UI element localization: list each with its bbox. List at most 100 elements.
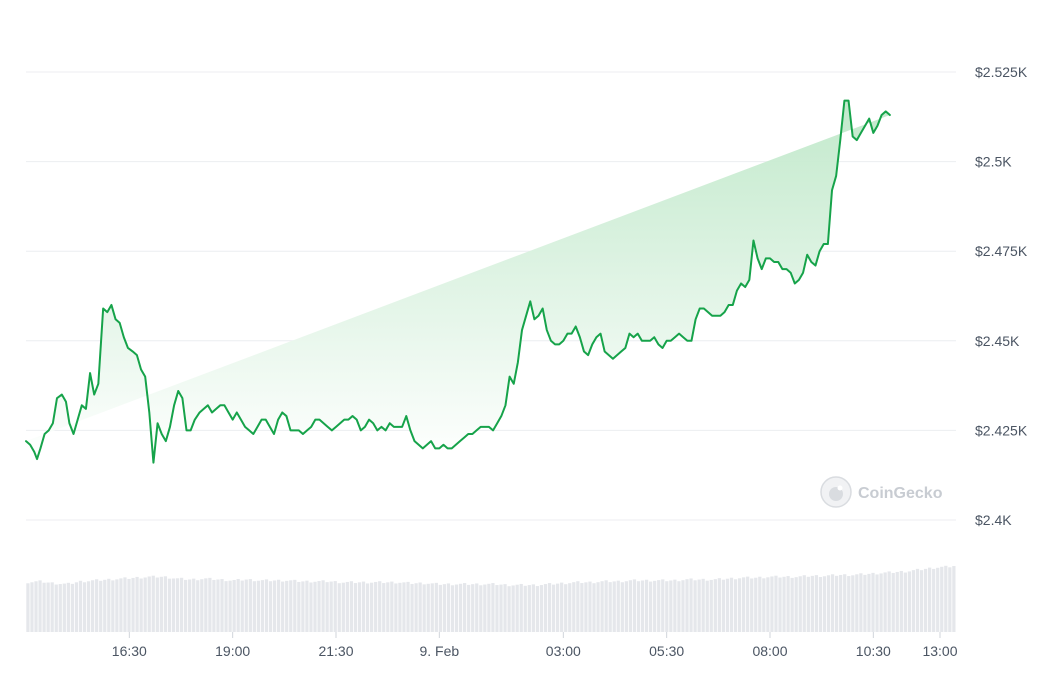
- volume-bar: [268, 581, 273, 632]
- volume-bar: [264, 579, 269, 632]
- volume-bar: [628, 580, 633, 632]
- volume-bar: [887, 571, 891, 632]
- volume-bar: [576, 581, 580, 632]
- volume-bar: [608, 582, 612, 632]
- volume-bar: [903, 572, 907, 632]
- volume-bar: [78, 580, 83, 632]
- volume-bar: [216, 579, 220, 632]
- volume-bar: [640, 580, 645, 632]
- volume-bar: [353, 583, 358, 632]
- volume-bar: [705, 580, 709, 632]
- volume-bar: [281, 581, 285, 632]
- volume-bar: [515, 584, 519, 632]
- volume-bar: [74, 582, 79, 632]
- volume-bar: [378, 581, 382, 632]
- volume-bar: [95, 579, 99, 632]
- volume-bar: [50, 582, 54, 632]
- volume-bar: [289, 580, 293, 632]
- volume-bar: [778, 577, 782, 632]
- volume-bar: [834, 575, 839, 632]
- volume-bar: [725, 578, 730, 632]
- volume-bar: [944, 565, 948, 632]
- volume-bar: [62, 583, 66, 632]
- volume-bar: [661, 579, 665, 632]
- x-tick-label: 08:00: [752, 643, 787, 659]
- volume-bar: [766, 577, 770, 632]
- volume-bar: [394, 583, 398, 632]
- volume-bar: [365, 583, 370, 632]
- price-series-line: [25, 99, 891, 464]
- volume-bar: [442, 584, 447, 632]
- volume-bar: [406, 581, 410, 632]
- volume-bar: [188, 579, 192, 632]
- volume-bar: [305, 580, 309, 632]
- volume-bar: [624, 581, 628, 632]
- volume-bar: [349, 581, 354, 632]
- volume-bar: [653, 580, 657, 632]
- volume-bar: [940, 566, 944, 632]
- volume-bar: [535, 586, 540, 632]
- volume-bar: [430, 583, 434, 632]
- volume-bar: [422, 584, 426, 632]
- volume-bar: [402, 582, 406, 632]
- volume-bar: [475, 583, 479, 632]
- volume-bar: [390, 581, 394, 632]
- x-tick-label: 19:00: [215, 643, 250, 659]
- volume-bar: [414, 583, 418, 632]
- volume-bar: [297, 581, 301, 632]
- volume-bar: [244, 579, 248, 632]
- x-tick-label: 9. Feb: [419, 643, 459, 659]
- volume-bar: [285, 580, 289, 632]
- volume-bar: [256, 580, 261, 632]
- volume-bar: [746, 576, 750, 632]
- volume-bar: [208, 577, 212, 632]
- volume-bar: [446, 583, 451, 632]
- volume-bar: [547, 583, 552, 632]
- volume-bar: [741, 577, 746, 632]
- volume-bar: [899, 570, 903, 632]
- volume-bar: [458, 583, 463, 632]
- volume-bar: [111, 580, 115, 632]
- volume-bar: [879, 573, 883, 632]
- volume-bar: [369, 582, 374, 632]
- volume-bar: [293, 579, 297, 632]
- volume-bar: [386, 582, 390, 632]
- volume-bar: [200, 579, 204, 632]
- volume-bar: [620, 582, 624, 632]
- volume-bar: [794, 577, 798, 632]
- volume-bar: [665, 581, 669, 632]
- volume-bar: [54, 584, 58, 632]
- volume-bar: [551, 584, 556, 632]
- volume-bar: [228, 580, 232, 632]
- volume-bar: [151, 575, 155, 632]
- x-tick-label: 13:00: [922, 643, 957, 659]
- volume-bar: [685, 579, 689, 632]
- volume-bar: [212, 579, 216, 632]
- volume-bar: [147, 576, 151, 632]
- volume-bar: [555, 583, 560, 632]
- y-tick-label: $2.425K: [975, 422, 1028, 438]
- y-axis: $2.525K $2.5K $2.475K $2.45K $2.425K $2.4K: [975, 64, 1028, 528]
- volume-bar: [224, 581, 228, 632]
- volume-bar: [272, 580, 277, 632]
- volume-bar: [252, 581, 256, 632]
- volume-bar: [927, 567, 932, 632]
- volume-bar: [26, 583, 30, 632]
- volume-bar: [240, 580, 244, 632]
- volume-bar: [669, 580, 673, 632]
- volume-bar: [398, 582, 402, 632]
- volume-bar: [721, 579, 726, 632]
- volume-bar: [313, 581, 317, 632]
- volume-bar: [479, 585, 483, 632]
- volume-bar: [333, 581, 337, 632]
- volume-bar: [175, 578, 180, 632]
- volume-bar: [709, 579, 713, 632]
- price-area-fill: [26, 100, 890, 463]
- volume-bar: [179, 577, 184, 632]
- volume-bars: [26, 565, 956, 632]
- volume-bar: [616, 580, 620, 632]
- volume-bar: [204, 578, 208, 632]
- grid-lines: [26, 71, 956, 521]
- volume-bar: [875, 574, 879, 632]
